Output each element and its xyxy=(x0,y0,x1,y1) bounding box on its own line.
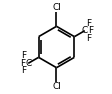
Text: F: F xyxy=(86,19,91,28)
Text: C: C xyxy=(81,26,87,35)
Text: F: F xyxy=(87,26,92,35)
Text: Cl: Cl xyxy=(52,3,60,12)
Text: F: F xyxy=(86,34,91,42)
Text: Cl: Cl xyxy=(52,82,60,91)
Text: C: C xyxy=(25,59,31,68)
Text: F: F xyxy=(20,59,25,68)
Text: F: F xyxy=(21,52,26,60)
Text: F: F xyxy=(21,66,26,75)
